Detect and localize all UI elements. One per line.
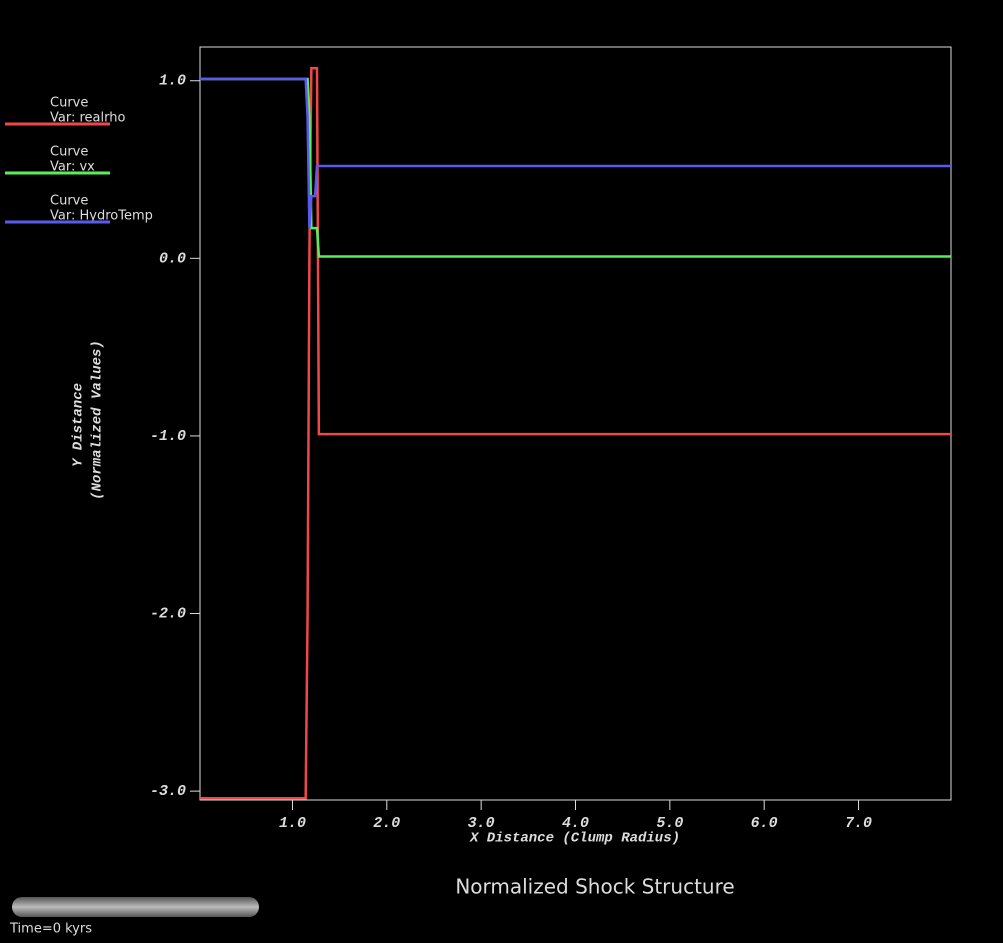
legend-label: Var: vx [50,160,95,175]
data-line [200,77,951,229]
y-axis-label: Y Distance [71,383,87,467]
chart-title: Normalized Shock Structure [455,875,734,899]
x-tick-label: 4.0 [562,815,589,832]
time-label: Time=0 kyrs [9,922,92,937]
x-tick-label: 6.0 [751,815,778,832]
legend-heading: Curve [50,145,88,160]
legend-label: Var: HydroTemp [50,209,153,224]
y-tick-label: -1.0 [150,428,186,445]
y-tick-label: 0.0 [159,250,186,267]
y-tick-label: -2.0 [150,605,186,622]
x-tick-label: 3.0 [468,815,495,832]
x-tick-label: 1.0 [279,815,306,832]
x-tick-label: 2.0 [373,815,400,832]
y-tick-label: -3.0 [150,783,186,800]
x-tick-label: 7.0 [845,815,872,832]
y-tick-label: 1.0 [159,73,186,90]
legend-heading: Curve [50,194,88,209]
x-axis-label: X Distance (Clump Radius) [469,831,680,847]
legend-heading: Curve [50,96,88,111]
y-axis-label: (Normalized Values) [90,340,106,500]
time-slider[interactable] [12,897,259,917]
x-tick-label: 5.0 [656,815,683,832]
legend-label: Var: realrho [50,111,125,126]
